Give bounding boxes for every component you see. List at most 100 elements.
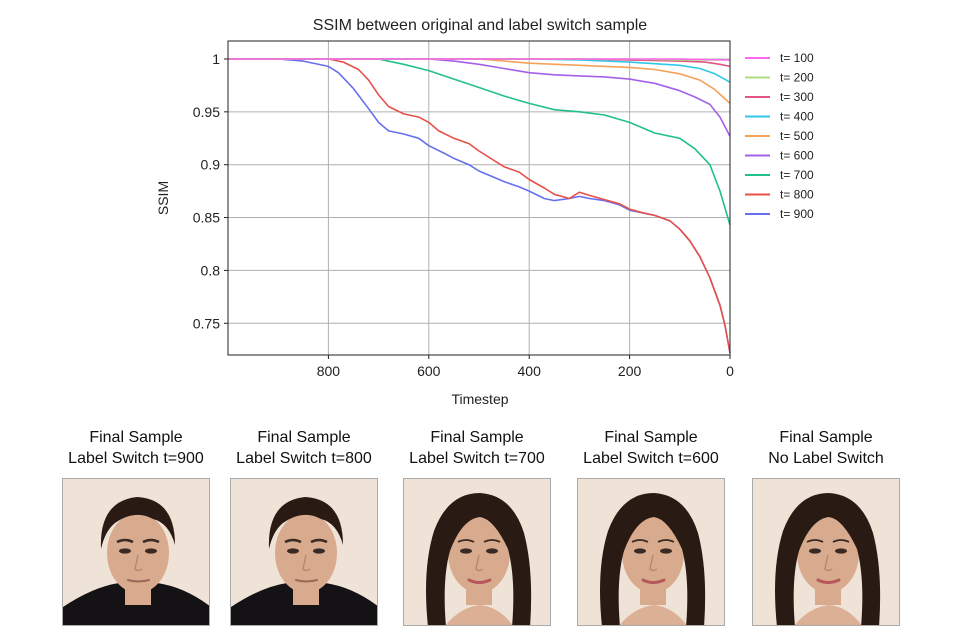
sample-caption-line2: Label Switch t=800: [236, 450, 372, 467]
sample-caption: Final Sample Label Switch t=900: [46, 427, 226, 469]
left-eye: [119, 548, 131, 554]
face-illustration: [578, 479, 724, 625]
sample-caption: Final Sample Label Switch t=600: [561, 427, 741, 469]
sample-caption: Final Sample No Label Switch: [736, 427, 916, 469]
right-eye: [835, 548, 847, 554]
x-tick-label: 800: [317, 363, 341, 379]
series-line-700: [228, 58, 731, 226]
face-shape: [622, 513, 684, 593]
left-brow: [284, 538, 302, 544]
hair-shape: [426, 493, 532, 625]
y-axis-ticks: 1 0.95 0.9 0.85 0.8 0.75: [193, 51, 228, 331]
chart-legend: t= 100 t= 200 t= 300 t= 400 t= 500 t= 600 t= 7…: [745, 51, 814, 221]
plot-frame: [227, 40, 731, 356]
chart-title: SSIM between original and label switch s…: [313, 17, 648, 34]
series-line-100: [228, 58, 731, 61]
nose-shape: [475, 554, 484, 572]
right-eye: [313, 548, 325, 554]
ssim-chart: SSIM between original and label switch s…: [155, 17, 814, 407]
face-illustration: [63, 479, 209, 625]
x-axis-label: Timestep: [451, 391, 508, 407]
right-brow: [310, 538, 328, 544]
series-line-400: [228, 58, 731, 83]
legend-label: t= 300: [780, 90, 814, 104]
chart-series: [228, 58, 731, 354]
mouth-shape: [816, 578, 841, 584]
shoulders-shape: [619, 605, 687, 625]
left-brow: [631, 539, 649, 543]
legend-label: t= 100: [780, 51, 814, 65]
y-tick-label: 0.85: [193, 210, 220, 226]
sample-caption-line2: Label Switch t=900: [68, 450, 204, 467]
left-eye: [809, 548, 821, 554]
y-tick-label: 0.95: [193, 104, 220, 120]
face-illustration: [231, 479, 377, 625]
legend-label: t= 700: [780, 168, 814, 182]
y-tick-label: 0.75: [193, 315, 220, 331]
legend-label: t= 200: [780, 71, 814, 85]
sample-caption: Final Sample Label Switch t=800: [214, 427, 394, 469]
sample-caption-line2: No Label Switch: [768, 450, 884, 467]
shoulders-shape: [445, 605, 513, 625]
legend-label: t= 500: [780, 129, 814, 143]
hair-shape: [100, 497, 175, 549]
left-brow: [457, 539, 475, 543]
x-axis-ticks: 800 600 400 200 0: [317, 355, 734, 379]
y-tick-label: 1: [212, 51, 220, 67]
right-eye: [145, 548, 157, 554]
mouth-shape: [467, 578, 492, 584]
right-eye: [486, 548, 498, 554]
series-line-800: [228, 58, 731, 354]
left-brow: [806, 539, 824, 543]
left-eye: [634, 548, 646, 554]
legend-label: t= 600: [780, 149, 814, 163]
hair-shape: [600, 493, 706, 625]
face-illustration: [404, 479, 550, 625]
left-eye: [460, 548, 472, 554]
legend-label: t= 400: [780, 110, 814, 124]
sample-caption-line1: Final Sample: [89, 429, 183, 446]
series-line-500: [228, 58, 731, 104]
x-tick-label: 400: [518, 363, 542, 379]
nose-shape: [824, 554, 833, 572]
sample-caption-line1: Final Sample: [604, 429, 698, 446]
sample-caption: Final Sample Label Switch t=700: [387, 427, 567, 469]
right-brow: [832, 539, 850, 543]
face-illustration: [753, 479, 899, 625]
sample-image: [577, 478, 725, 626]
sample-image: [62, 478, 210, 626]
right-brow: [483, 539, 501, 543]
face-shape: [275, 513, 337, 593]
x-tick-label: 0: [726, 363, 734, 379]
y-tick-label: 0.9: [201, 157, 221, 173]
nose-shape: [302, 554, 311, 572]
y-axis-label: SSIM: [155, 181, 171, 215]
sample-caption-line1: Final Sample: [779, 429, 873, 446]
left-brow: [116, 538, 134, 544]
hair-shape: [268, 497, 343, 549]
series-line-600: [228, 58, 731, 137]
series-line-900: [228, 58, 731, 354]
mouth-shape: [127, 579, 150, 583]
mouth-shape: [295, 579, 318, 583]
sample-caption-line1: Final Sample: [257, 429, 351, 446]
face-shape: [107, 513, 169, 593]
hair-shape: [775, 493, 881, 625]
right-eye: [660, 548, 672, 554]
sample-image: [752, 478, 900, 626]
legend-label: t= 800: [780, 188, 814, 202]
sample-caption-line1: Final Sample: [430, 429, 524, 446]
sample-image: [403, 478, 551, 626]
y-tick-label: 0.8: [201, 262, 221, 278]
left-eye: [287, 548, 299, 554]
nose-shape: [134, 554, 143, 572]
sample-caption-line2: Label Switch t=600: [583, 450, 719, 467]
x-tick-label: 600: [417, 363, 441, 379]
nose-shape: [649, 554, 658, 572]
legend-label: t= 900: [780, 207, 814, 221]
sample-caption-line2: Label Switch t=700: [409, 450, 545, 467]
sample-image: [230, 478, 378, 626]
shoulders-shape: [794, 605, 862, 625]
face-shape: [448, 513, 510, 593]
x-tick-label: 200: [618, 363, 642, 379]
